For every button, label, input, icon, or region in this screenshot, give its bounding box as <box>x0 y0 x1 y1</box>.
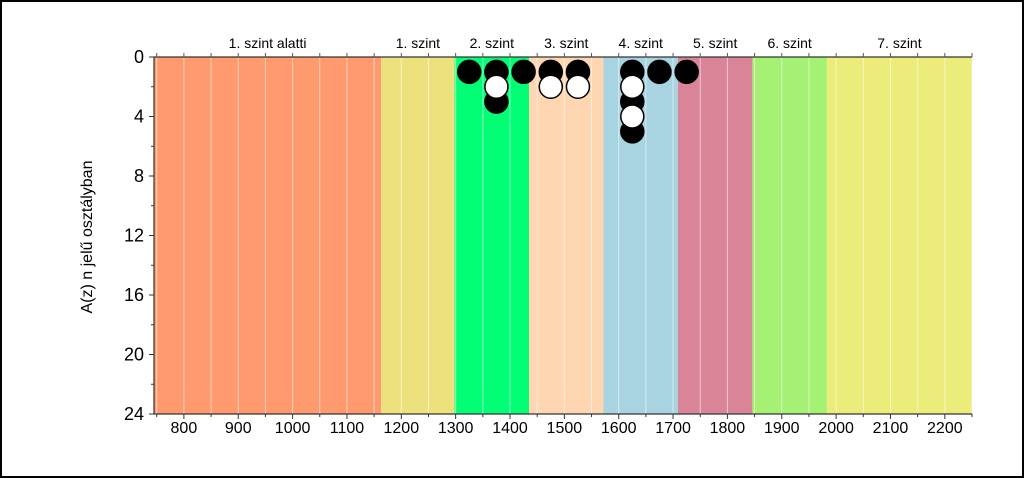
band-1 <box>154 57 382 414</box>
x-tick-label: 1200 <box>384 420 420 437</box>
open-point <box>565 74 591 99</box>
x-tick-label: 2100 <box>873 420 909 437</box>
vertical-gridlines <box>156 57 973 414</box>
y-tick-label: 24 <box>124 404 144 424</box>
x-tick-label: 1400 <box>492 420 528 437</box>
y-tick-label: 8 <box>134 166 144 186</box>
filled-point <box>647 59 672 85</box>
y-axis-label: A(z) n jelű osztályban <box>79 161 96 314</box>
band-6 <box>677 57 753 414</box>
band-label: 2. szint <box>470 35 514 51</box>
level-bands: 1. szint alatti 1. szint 2. szint 3. szint 4… <box>154 35 972 414</box>
band-label: 3. szint <box>544 35 588 51</box>
open-point <box>538 74 564 99</box>
band-7 <box>752 57 827 414</box>
x-tick-label: 1700 <box>655 420 691 437</box>
open-point <box>484 74 509 99</box>
band-label: 5. szint <box>693 35 737 51</box>
x-tick-label: 800 <box>171 420 198 437</box>
y-tick-label: 12 <box>124 226 144 246</box>
y-tick-label: 4 <box>134 107 144 127</box>
band-8 <box>826 57 972 414</box>
band-label: 6. szint <box>767 35 811 51</box>
band-label: 4. szint <box>619 35 663 51</box>
y-tick-label: 20 <box>124 345 144 365</box>
band-label: 1. szint alatti <box>229 35 307 51</box>
x-tick-label: 1100 <box>330 420 365 437</box>
x-tick-label: 1600 <box>601 420 637 437</box>
x-tick-label: 2000 <box>818 420 854 437</box>
x-tick-label: 1800 <box>710 420 746 437</box>
x-tick-label: 900 <box>225 420 252 437</box>
axes: 800 900 1000 1100 1200 1300 1400 1500 1600 1700 18… <box>124 47 973 437</box>
y-tick-label: 16 <box>124 285 144 305</box>
x-tick-label: 2200 <box>927 420 963 437</box>
filled-point <box>511 59 536 85</box>
band-label: 7. szint <box>877 35 921 51</box>
x-tick-label: 1300 <box>438 420 474 437</box>
x-tick-label: 1900 <box>764 420 800 437</box>
x-tick-label: 1500 <box>547 420 583 437</box>
open-point <box>620 104 645 129</box>
band-4 <box>529 57 604 414</box>
band-label: 1. szint <box>396 35 440 51</box>
data-points <box>456 59 699 144</box>
x-tick-label: 1000 <box>275 420 311 437</box>
band-2 <box>381 57 455 414</box>
y-tick-label: 0 <box>134 47 144 67</box>
filled-point <box>674 59 699 85</box>
filled-point <box>456 59 482 85</box>
band-3 <box>454 57 530 414</box>
open-point <box>620 74 645 99</box>
